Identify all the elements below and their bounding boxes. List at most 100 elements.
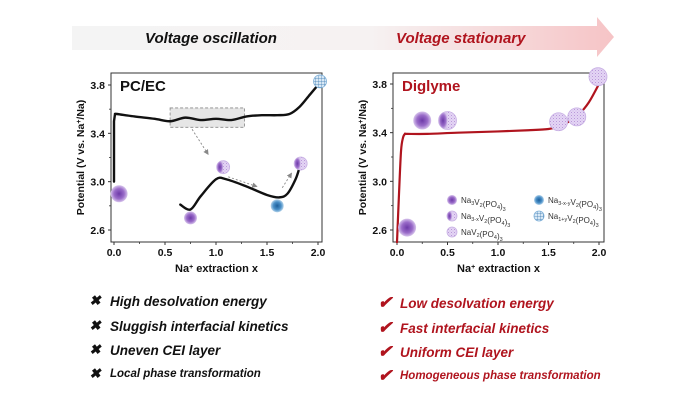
benefit-item: ✔ Low desolvation energy	[376, 293, 554, 313]
benefit-label: Uniform CEI layer	[400, 344, 514, 360]
subscript: 2	[573, 219, 576, 225]
legend-item: Na3-xV2(PO4)3	[446, 210, 510, 229]
benefit-item: ✔ Uniform CEI layer	[376, 342, 513, 362]
subscript: 4	[593, 205, 596, 211]
legend-label: NaV2(PO4)3	[461, 228, 503, 243]
cross-icon: ✖	[89, 366, 101, 381]
x-tick-label: 1.5	[541, 247, 556, 259]
y-tick-label: 2.6	[90, 225, 105, 237]
phase-marker	[413, 111, 432, 130]
x-axis-label: Na+ extraction x	[175, 263, 259, 275]
phase-marker-circle	[270, 199, 284, 213]
chart-legend: Na3V2(PO4)3Na3-x-yV2(PO4)3Na3-xV2(PO4)3N…	[446, 195, 602, 243]
benefit-item: ✔ Fast interfacial kinetics	[376, 318, 549, 338]
legend-label: Na3-xV2(PO4)3	[461, 212, 510, 229]
drawback-item: ✖ Local phase transformation	[86, 366, 261, 382]
superscript: +	[358, 120, 365, 124]
phase-marker	[549, 112, 568, 132]
phase-marker	[398, 218, 417, 237]
drawback-item: ✖ Sluggish interfacial kinetics	[86, 318, 288, 334]
banner-arrow-shape	[72, 17, 614, 57]
x-tick-label: 1.0	[209, 247, 224, 259]
legend-text: (PO	[483, 200, 497, 209]
subscript: 3	[503, 207, 506, 213]
benefit-label: Low desolvation energy	[400, 295, 554, 311]
legend-text: V	[479, 214, 485, 223]
legend-text: (PO	[579, 200, 593, 209]
subscript: 3	[500, 237, 503, 243]
legend-text: Na	[548, 196, 559, 205]
cross-icon: ✖	[89, 293, 101, 308]
y-tick-label: 3.4	[90, 128, 105, 140]
legend-text: Na	[461, 212, 472, 221]
legend-text: V	[570, 198, 576, 207]
legend-text: )	[593, 218, 596, 227]
legend-item: Na3V2(PO4)3	[447, 195, 506, 213]
x-tick-label: 1.5	[260, 247, 275, 259]
phase-marker-circle	[549, 112, 568, 132]
subscript: 4	[497, 205, 500, 211]
phase-marker-circle	[446, 226, 458, 238]
check-icon: ✔	[377, 366, 393, 385]
legend-text: (PO	[487, 216, 501, 225]
chart-pc-ec: 0.0 0.5 1.0 1.5 2.0 2.6 3.0 3.4 3.8 Na+ extractio…	[75, 72, 327, 275]
legend-item: Na1+yV2(PO4)3	[533, 210, 599, 229]
benefit-item: ✔ Homogeneous phase transformation	[376, 366, 601, 386]
legend-text: )	[497, 232, 500, 241]
legend-text: )	[596, 202, 599, 211]
phase-marker-circle	[534, 195, 544, 205]
legend-text: Na	[461, 228, 472, 237]
phase-marker-circle	[110, 185, 128, 203]
y-axis-label: Potential (V vs. Na+/Na)	[75, 100, 87, 216]
phase-marker-half	[438, 111, 448, 130]
phase-marker-circle	[398, 218, 417, 237]
phase-marker-circle	[533, 210, 545, 222]
subscript: 3-x-y	[558, 201, 570, 207]
subscript: 3	[507, 223, 510, 229]
phase-marker	[184, 211, 197, 225]
y-tick-label: 3.8	[372, 79, 387, 91]
legend-label: Na3-x-yV2(PO4)3	[548, 196, 602, 213]
phase-marker	[216, 160, 231, 175]
drawback-label: Local phase transformation	[110, 368, 261, 380]
drawback-item: ✖ High desolvation energy	[86, 293, 267, 309]
y-tick-label: 2.6	[372, 225, 387, 237]
phase-marker-half	[216, 160, 224, 174]
y-tick-label: 3.8	[90, 80, 105, 92]
subscript: 4	[494, 235, 497, 241]
phase-marker	[270, 199, 284, 213]
check-icon: ✔	[377, 293, 393, 312]
phase-marker	[446, 210, 458, 222]
benefit-label: Homogeneous phase transformation	[400, 370, 601, 382]
subscript: 3-x	[471, 217, 479, 223]
drawback-label: High desolvation energy	[110, 293, 267, 309]
legend-text: V	[474, 198, 480, 207]
subscript: 3	[471, 201, 474, 207]
y-tick-label: 3.0	[90, 177, 105, 189]
data-series-line	[112, 83, 320, 183]
subscript: 2	[480, 203, 483, 209]
legend-item: Na3-x-yV2(PO4)3	[534, 195, 602, 213]
chart-title: Diglyme	[402, 78, 460, 95]
plot-frame	[110, 72, 323, 243]
phase-marker	[110, 185, 128, 203]
phase-marker-half	[447, 211, 452, 221]
subscript: 1+y	[558, 217, 567, 223]
phase-marker-circle	[184, 211, 197, 225]
superscript: +	[471, 264, 475, 271]
phase-marker-circle	[447, 195, 457, 205]
banner-left-label: Voltage oscillation	[145, 30, 277, 47]
phase-marker-circle	[413, 111, 432, 130]
phase-marker-circle	[567, 107, 587, 127]
subscript: 3	[596, 223, 599, 229]
cross-icon: ✖	[89, 318, 101, 333]
legend-text: (PO	[576, 216, 590, 225]
subscript: 2	[477, 233, 480, 239]
legend-text: )	[505, 218, 508, 227]
x-tick-label: 0.0	[107, 247, 122, 259]
phase-marker-circle	[313, 74, 327, 89]
phase-marker	[293, 156, 308, 171]
benefit-label: Fast interfacial kinetics	[400, 320, 550, 336]
banner-right-label: Voltage stationary	[396, 30, 526, 47]
progress-arrow-banner	[72, 17, 614, 57]
